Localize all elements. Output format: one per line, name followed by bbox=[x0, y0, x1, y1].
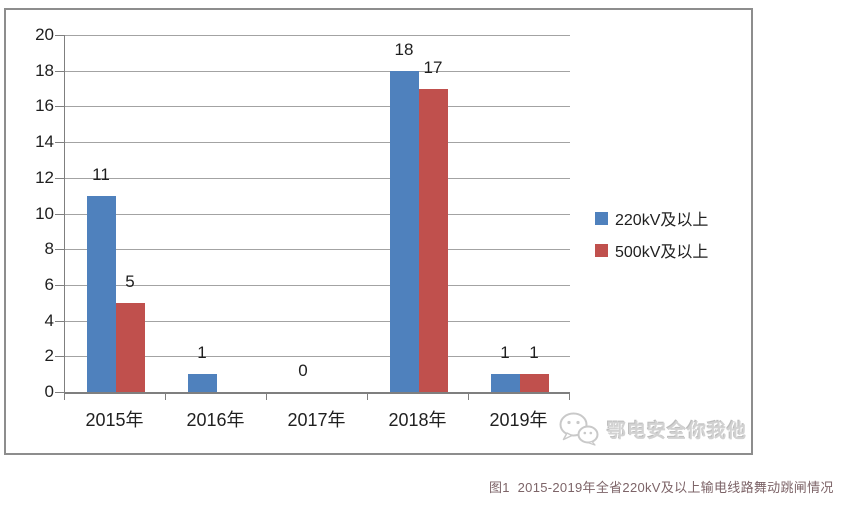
figure-caption: 图1 2015-2019年全省220kV及以上输电线路舞动跳闸情况 bbox=[489, 480, 834, 495]
legend-item-500kv: 500kV及以上 bbox=[595, 241, 709, 261]
x-axis-label-1: 2016年 bbox=[186, 410, 245, 430]
y-axis-tick-label: 6 bbox=[44, 274, 54, 294]
watermark-text: 鄂电安全你我他 bbox=[607, 420, 748, 442]
gridline bbox=[65, 70, 570, 72]
bar-value-label: 5 bbox=[125, 271, 135, 291]
bar-series1-0 bbox=[115, 302, 145, 392]
x-axis-tick bbox=[468, 394, 469, 400]
x-axis-label-3: 2018年 bbox=[388, 410, 447, 430]
bar-value-label: 17 bbox=[423, 57, 443, 77]
y-axis-tick-label: 4 bbox=[44, 310, 54, 330]
y-axis-tick bbox=[55, 249, 64, 251]
y-axis-tick-label: 18 bbox=[35, 60, 54, 80]
chart-frame: 11 1 0 18 1 5 17 1 220kV及以上 500kV及以上 bbox=[4, 8, 753, 455]
x-axis-tick bbox=[367, 394, 368, 400]
x-axis-label-4: 2019年 bbox=[489, 410, 548, 430]
gridline bbox=[65, 177, 570, 179]
y-axis-tick bbox=[55, 356, 64, 358]
legend-label-500kv: 500kV及以上 bbox=[615, 244, 709, 261]
x-axis-tick bbox=[266, 394, 267, 400]
gridline bbox=[65, 106, 570, 108]
x-axis-label-2: 2017年 bbox=[287, 410, 346, 430]
watermark: 鄂电安全你我他 bbox=[558, 412, 747, 446]
x-axis-tick bbox=[569, 394, 570, 400]
x-axis-label-0: 2015年 bbox=[85, 410, 144, 430]
bar-value-label: 1 bbox=[500, 343, 510, 363]
gridline bbox=[65, 320, 570, 322]
x-axis-tick bbox=[64, 394, 65, 400]
legend-swatch-500kv bbox=[595, 243, 608, 257]
legend-swatch-220kv bbox=[595, 211, 608, 225]
y-axis-tick-label: 8 bbox=[44, 239, 54, 259]
bar-value-label: 0 bbox=[298, 361, 308, 380]
bar-series1-4 bbox=[519, 374, 549, 392]
y-axis-tick bbox=[55, 177, 64, 179]
gridline bbox=[65, 142, 570, 144]
y-axis-tick bbox=[55, 320, 64, 322]
y-axis-tick-label: 2 bbox=[44, 346, 54, 366]
y-axis-tick bbox=[55, 142, 64, 144]
legend-item-220kv: 220kV及以上 bbox=[595, 209, 709, 229]
bar-series0-4 bbox=[490, 374, 520, 392]
bar-value-label: 1 bbox=[197, 343, 207, 363]
bar-series1-3 bbox=[418, 88, 448, 392]
y-axis-tick bbox=[55, 213, 64, 215]
bar-value-label: 18 bbox=[394, 39, 414, 59]
bar-value-label: 1 bbox=[529, 343, 539, 363]
plot-area: 11 1 0 18 1 5 17 1 bbox=[64, 35, 570, 394]
y-axis-tick bbox=[55, 70, 64, 72]
gridline bbox=[65, 213, 570, 215]
x-axis-tick bbox=[165, 394, 166, 400]
bar-series0-0 bbox=[86, 195, 116, 392]
y-axis-tick bbox=[55, 35, 64, 36]
legend-label-220kv: 220kV及以上 bbox=[615, 212, 709, 229]
legend: 220kV及以上 500kV及以上 bbox=[595, 209, 708, 273]
y-axis-tick-label: 12 bbox=[35, 167, 54, 187]
bar-series0-3 bbox=[389, 70, 419, 392]
y-axis-tick-label: 0 bbox=[44, 382, 54, 401]
gridline bbox=[65, 249, 570, 251]
y-axis-tick-label: 10 bbox=[35, 203, 54, 223]
y-axis-tick-label: 16 bbox=[35, 96, 54, 116]
y-axis-tick bbox=[55, 106, 64, 108]
y-axis-tick-label: 20 bbox=[35, 25, 54, 44]
bar-series0-1 bbox=[187, 374, 217, 392]
gridline bbox=[65, 35, 570, 36]
gridline bbox=[65, 284, 570, 286]
bar-value-label: 11 bbox=[92, 164, 110, 184]
gridline bbox=[65, 356, 570, 358]
wechat-logo-icon bbox=[559, 412, 599, 446]
y-axis-tick bbox=[55, 284, 64, 286]
y-axis-tick-label: 14 bbox=[35, 132, 54, 152]
y-axis-tick bbox=[55, 392, 64, 393]
